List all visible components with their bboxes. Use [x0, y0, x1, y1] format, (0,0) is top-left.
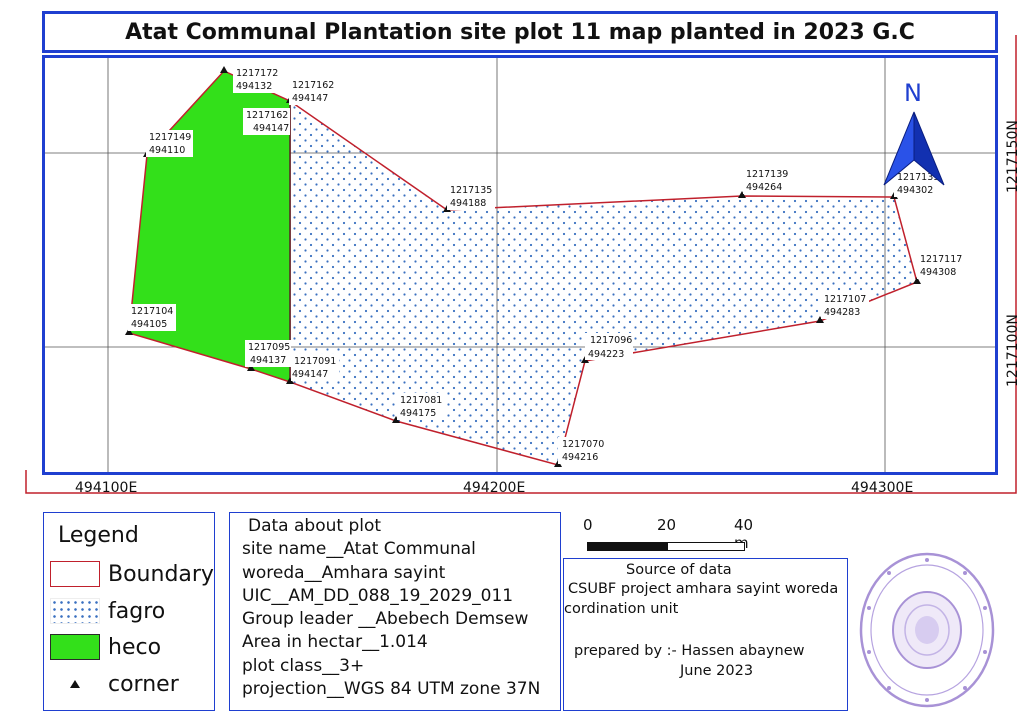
grid-label-x: 494200E [463, 480, 525, 496]
corner-label-e: 494147 [292, 93, 328, 104]
grid-label-y: 1217100N [1005, 314, 1021, 387]
scale-segment [587, 542, 669, 551]
corner-label-n: 1217162 [292, 80, 334, 91]
corner-label-e: 494264 [746, 182, 782, 193]
corner-label-e: 494147 [253, 123, 289, 134]
corner-label-e: 494137 [250, 355, 286, 366]
corner-marker [913, 277, 921, 284]
corner-label-n: 1217117 [920, 254, 962, 265]
corner-marker [220, 66, 228, 73]
plot-info-line: UIC__AM_DD_088_19_2029_011 [242, 585, 514, 606]
corner-label-e: 494147 [292, 369, 328, 380]
legend-item-boundary: Boundary [50, 561, 214, 587]
fagro-swatch [50, 598, 100, 624]
map-title: Atat Communal Plantation site plot 11 ma… [125, 19, 915, 45]
corner-label-e: 494223 [588, 349, 624, 360]
corner-label-n: 1217172 [236, 68, 278, 79]
seal-stamp-icon [859, 552, 995, 708]
corner-label-e: 494216 [562, 452, 598, 463]
boundary-swatch [50, 561, 100, 587]
corner-label-n: 1217162 [246, 110, 288, 121]
legend-item-corner: corner [50, 671, 179, 697]
plot-info-heading: Data about plot [248, 516, 382, 536]
corner-marker [392, 416, 400, 423]
corner-label-n: 1217135 [450, 185, 492, 196]
corner-marker [125, 328, 133, 335]
north-arrow-icon: N [883, 79, 945, 186]
corner-label-n: 1217081 [400, 395, 442, 406]
corner-label-n: 1217139 [746, 169, 788, 180]
plot-info-line: site name__Atat Communal [242, 539, 476, 560]
grid-label-x: 494100E [75, 480, 137, 496]
corner-label-e: 494105 [131, 319, 167, 330]
legend-item-fagro: fagro [50, 598, 165, 624]
map-frame [42, 55, 998, 475]
source-panel: Source of data CSUBF project amhara sayi… [563, 558, 848, 711]
corner-label-e: 494308 [920, 267, 956, 278]
legend-title: Legend [58, 523, 139, 548]
corner-label-e: 494283 [824, 307, 860, 318]
map-canvas: 1217172 494132 1217162 494147 1217162 49… [25, 35, 1021, 496]
corner-label-n: 1217096 [590, 335, 632, 346]
plot-info-line: Area in hectar__1.014 [242, 632, 428, 653]
corner-label-n: 1217070 [562, 439, 604, 450]
plot-info-line: woreda__Amhara sayint [242, 562, 446, 583]
scale-label: 0 [583, 516, 593, 534]
corner-label-n: 1217095 [248, 342, 290, 353]
corner-label-e: 494110 [149, 145, 185, 156]
map-title-box: Atat Communal Plantation site plot 11 ma… [42, 11, 998, 53]
map-axes [25, 35, 1017, 494]
corner-label-n: 1217139 [897, 172, 939, 183]
north-label: N [904, 79, 922, 107]
grid-label-y: 1217150N [1005, 120, 1021, 193]
corner-marker [247, 364, 255, 371]
corner-marker [816, 316, 824, 323]
triangle-icon [70, 680, 80, 688]
legend-label: corner [108, 671, 179, 697]
corner-marker [286, 377, 294, 384]
scale-label: 20 [657, 516, 677, 534]
scale-bar: 0 20 40 m [583, 516, 753, 556]
legend-item-heco: heco [50, 634, 161, 660]
grid-label-x: 494300E [851, 480, 913, 496]
plot-info-line: projection__WGS 84 UTM zone 37N [242, 679, 541, 700]
corner-label-e: 494188 [450, 198, 486, 209]
corner-label-n: 1217149 [149, 132, 191, 143]
heco-swatch [50, 634, 100, 660]
corner-label-n: 1217107 [824, 294, 866, 305]
corner-swatch [50, 671, 100, 697]
prepared-by: prepared by :- Hassen abaynew [574, 643, 805, 659]
legend-label: Boundary [108, 561, 214, 587]
corner-label-e: 494302 [897, 185, 933, 196]
corner-marker [738, 191, 746, 198]
legend-label: heco [108, 634, 162, 660]
prepared-date: June 2023 [680, 663, 754, 679]
fagro-area [289, 99, 918, 466]
corner-label-e: 494175 [400, 408, 436, 419]
plot-info-line: Group leader __Abebech Demsew [242, 609, 529, 630]
source-line: cordination unit [564, 601, 679, 617]
source-line: CSUBF project amhara sayint woreda [568, 581, 839, 597]
plot-info-panel: Data about plot site name__Atat Communal… [229, 512, 561, 711]
plot-info-line: plot class__3+ [242, 655, 365, 676]
legend-panel: Legend Boundary fagro heco corner [43, 512, 215, 711]
corner-label-n: 1217091 [294, 356, 336, 367]
legend-label: fagro [108, 598, 166, 624]
corner-label-n: 1217104 [131, 306, 173, 317]
scale-segment [667, 542, 745, 551]
source-heading: Source of data [626, 562, 732, 578]
corner-label-e: 494132 [236, 81, 272, 92]
